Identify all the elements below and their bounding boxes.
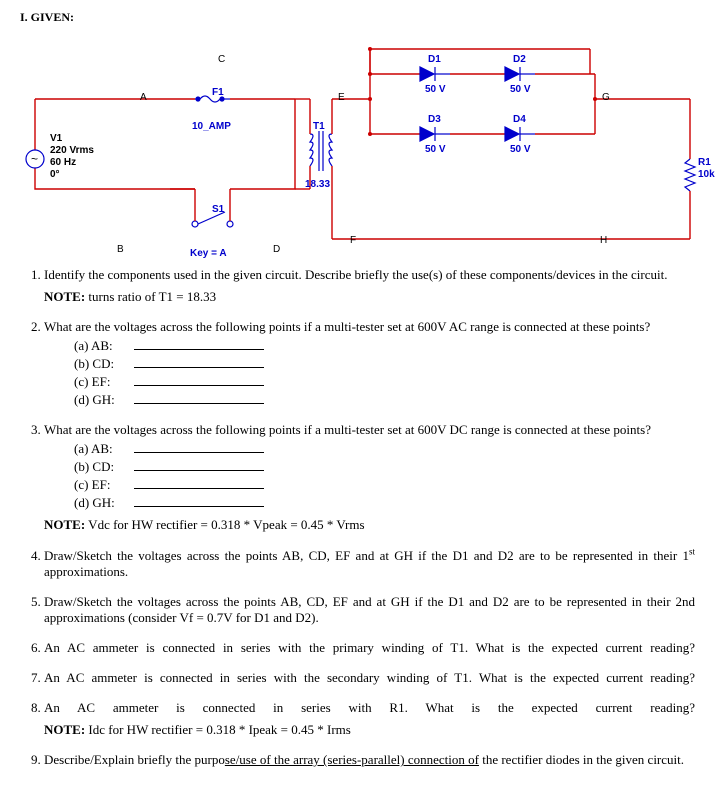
q9: Describe/Explain briefly the purpose/use… [44,752,695,768]
q6: An AC ammeter is connected in series wit… [44,640,695,656]
q2a: (a) AB: [74,338,134,354]
q3c: (c) EF: [74,477,134,493]
r1-val: 10kΩ [698,169,715,180]
s1-key: Key = A [190,248,227,259]
d1-name: D1 [428,54,441,65]
q3d: (d) GH: [74,495,134,511]
node-d: D [273,244,280,255]
blank-line [134,391,264,404]
q3: What are the voltages across the followi… [44,422,695,533]
q5: Draw/Sketch the voltages across the poin… [44,594,695,626]
f1-rating: 10_AMP [192,121,231,132]
q3b: (b) CD: [74,459,134,475]
q8-text: An AC ammeter is connected in series wit… [44,700,695,715]
node-c: C [218,54,225,65]
q3-note: NOTE: Vdc for HW rectifier = 0.318 * Vpe… [44,517,695,533]
q2-text: What are the voltages across the followi… [44,319,650,334]
blank-line [134,373,264,386]
q1-note: NOTE: turns ratio of T1 = 18.33 [44,289,695,305]
v1-phase: 0° [50,169,60,180]
node-f: F [350,235,356,246]
d3-name: D3 [428,114,441,125]
v1-freq: 60 Hz [50,157,76,168]
given-header: I. GIVEN: [20,10,695,25]
blank-line [134,476,264,489]
d1-v: 50 V [425,84,446,95]
blank-line [134,337,264,350]
d2-name: D2 [513,54,526,65]
blank-line [134,494,264,507]
q2d: (d) GH: [74,392,134,408]
v1-vrms: 220 Vrms [50,145,94,156]
q7: An AC ammeter is connected in series wit… [44,670,695,686]
q9-text: Describe/Explain briefly the purpose/use… [44,752,684,767]
node-e: E [338,92,345,103]
node-h: H [600,235,607,246]
q8: An AC ammeter is connected in series wit… [44,700,695,738]
q2c: (c) EF: [74,374,134,390]
d3-v: 50 V [425,144,446,155]
v1-name: V1 [50,133,62,144]
node-b: B [117,244,124,255]
node-g: G [602,92,610,103]
q6-text: An AC ammeter is connected in series wit… [44,640,695,655]
q1: Identify the components used in the give… [44,267,695,305]
blank-line [134,355,264,368]
question-list: Identify the components used in the give… [20,267,695,768]
q4-text: Draw/Sketch the voltages across the poin… [44,548,695,579]
s1-name: S1 [212,204,224,215]
q5-text: Draw/Sketch the voltages across the poin… [44,594,695,625]
t1-name: T1 [313,121,325,132]
svg-text:~: ~ [31,152,38,166]
d4-name: D4 [513,114,526,125]
q3-text: What are the voltages across the followi… [44,422,651,437]
q1-text: Identify the components used in the give… [44,267,667,282]
blank-line [134,440,264,453]
t1-ratio: 18.33 [305,179,330,190]
d2-v: 50 V [510,84,531,95]
r1-name: R1 [698,157,711,168]
q7-text: An AC ammeter is connected in series wit… [44,670,695,685]
blank-line [134,458,264,471]
q2: What are the voltages across the followi… [44,319,695,408]
q2b: (b) CD: [74,356,134,372]
q3a: (a) AB: [74,441,134,457]
q8-note: NOTE: Idc for HW rectifier = 0.318 * Ipe… [44,722,695,738]
f1-name: F1 [212,87,224,98]
node-a: A [140,92,147,103]
d4-v: 50 V [510,144,531,155]
q4: Draw/Sketch the voltages across the poin… [44,547,695,580]
circuit-diagram: ~ [20,29,700,259]
